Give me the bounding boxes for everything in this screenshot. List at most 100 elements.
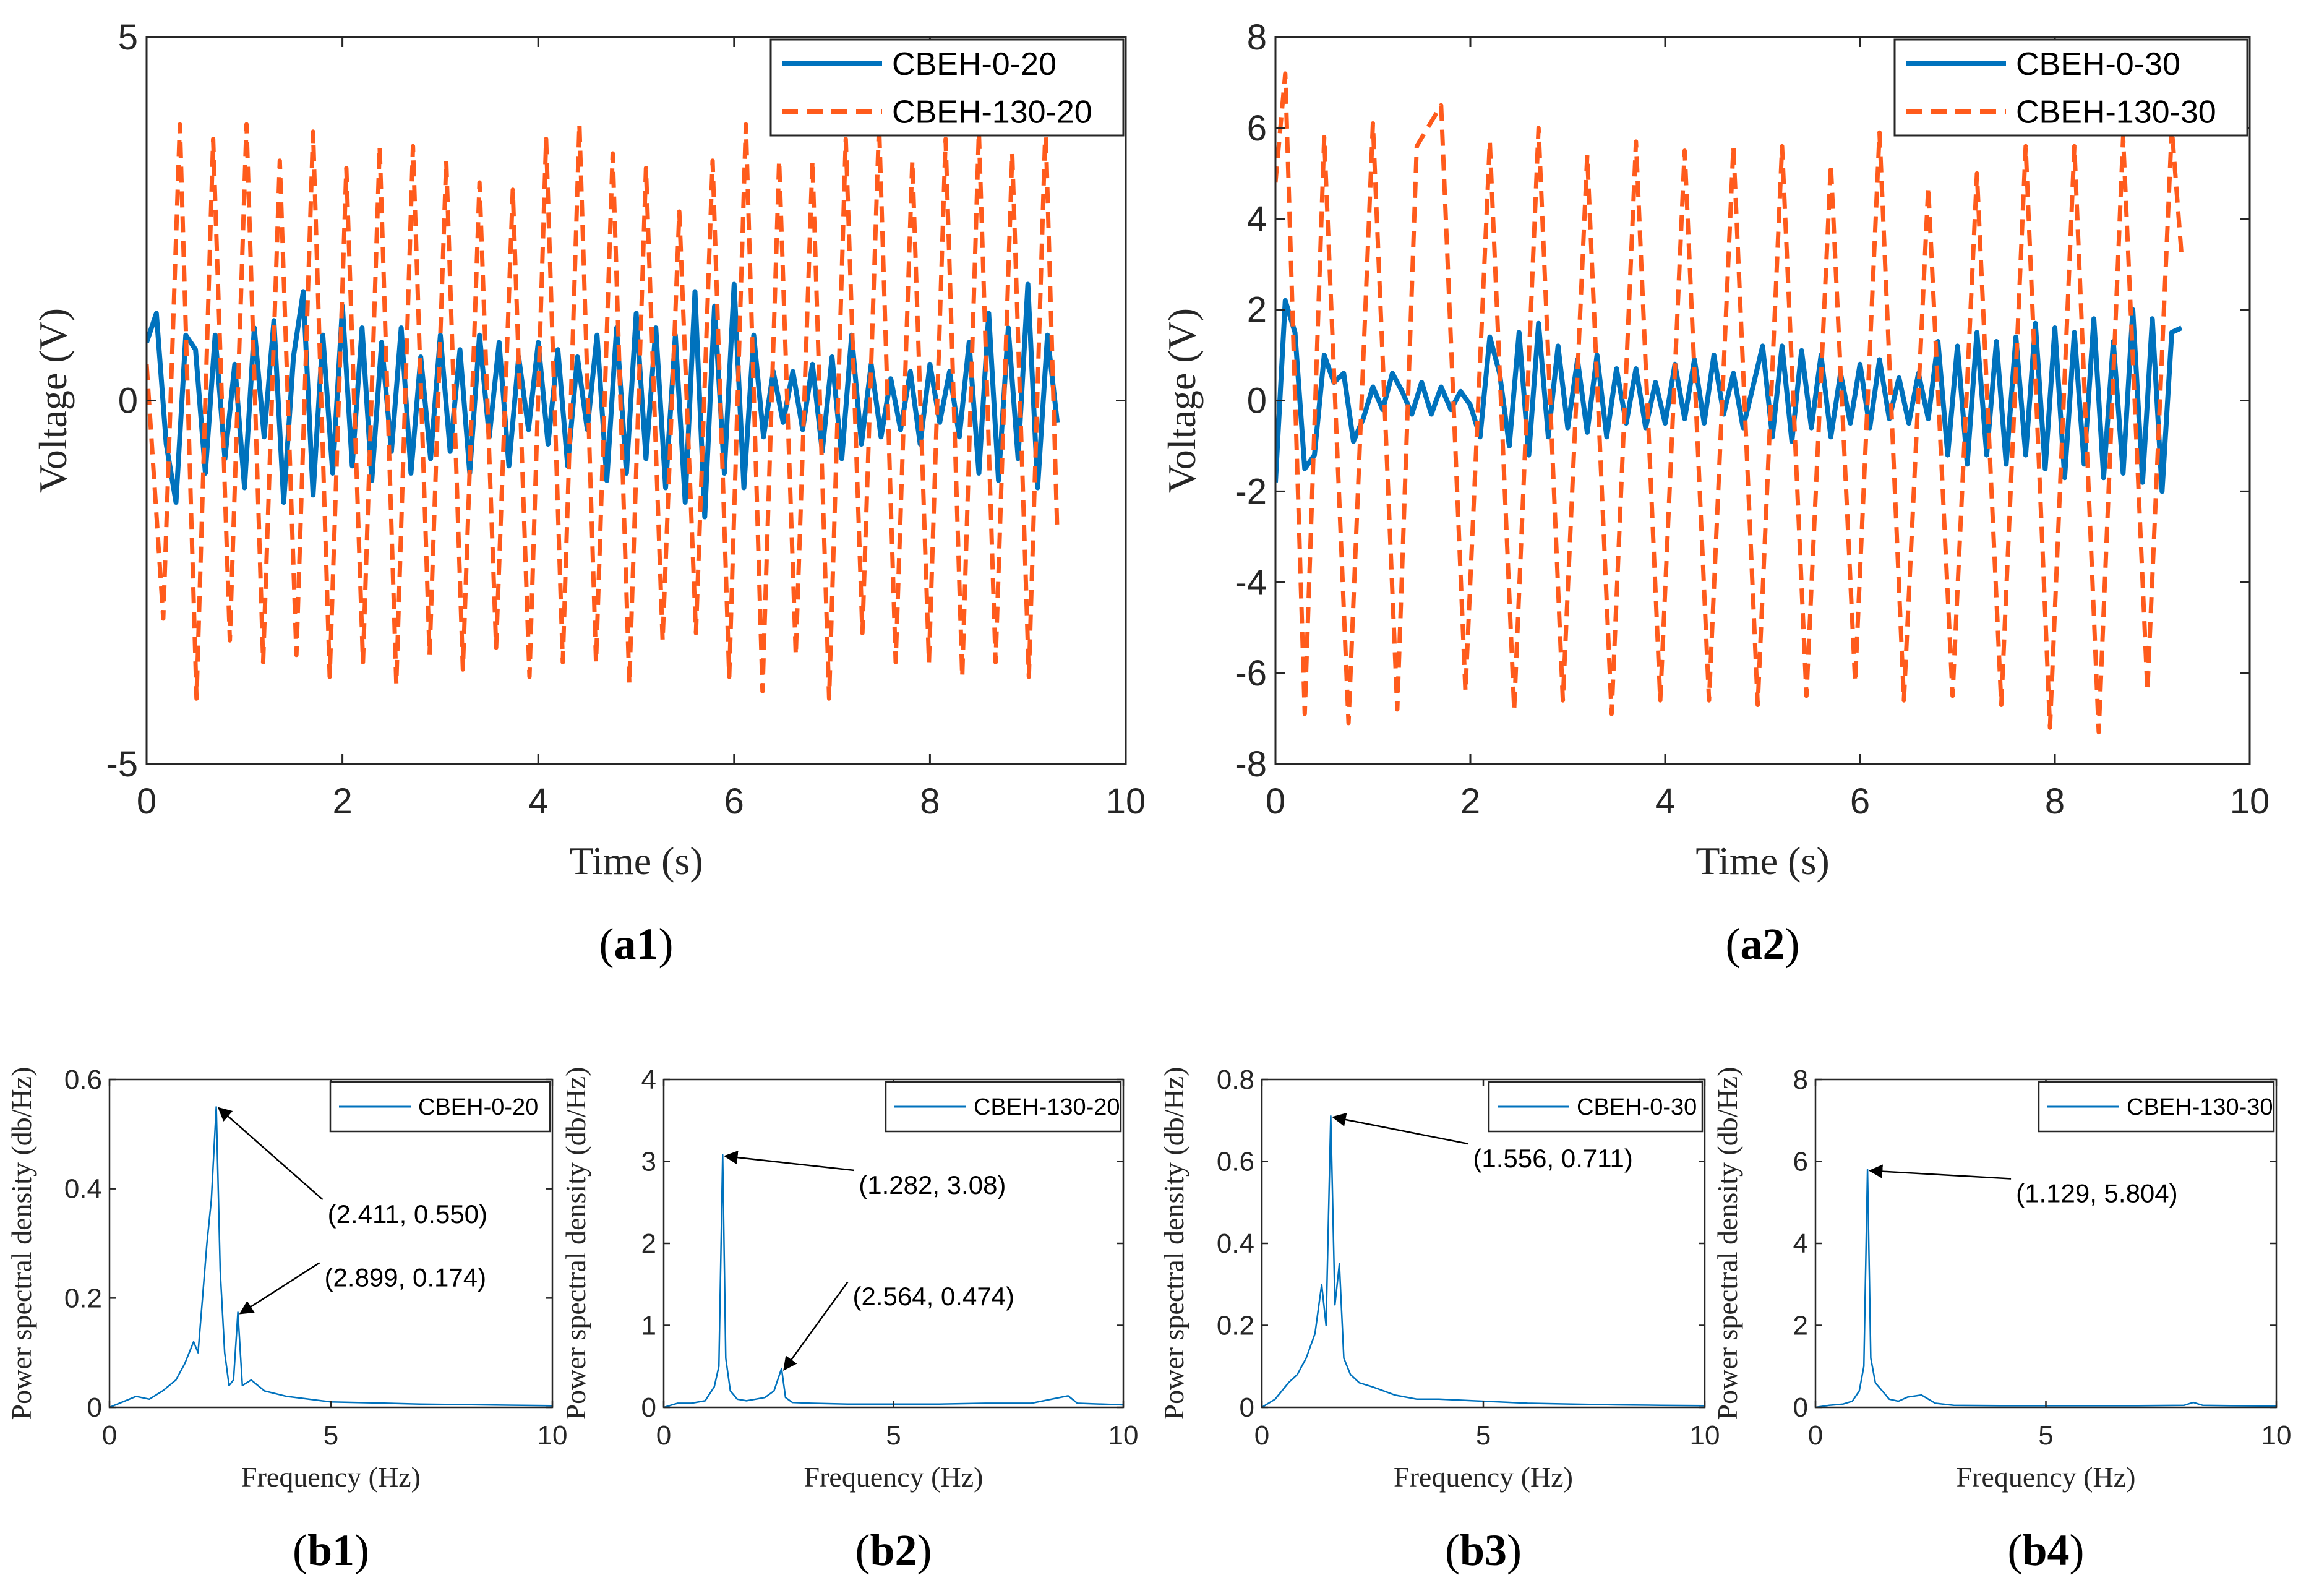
panel-label-open: ( (855, 1525, 870, 1575)
y-tick-label: -5 (106, 744, 138, 784)
x-tick-label: 4 (528, 781, 548, 822)
y-tick-label: 0.2 (1217, 1311, 1254, 1341)
x-tick-label: 10 (1106, 781, 1146, 822)
legend-entry: CBEH-130-20 (974, 1094, 1120, 1120)
x-tick-label: 0 (1808, 1420, 1823, 1451)
legend: CBEH-0-30 (1488, 1081, 1704, 1133)
legend: CBEH-130-20 (885, 1081, 1122, 1133)
annotation-arrow (239, 1262, 320, 1315)
legend-entry: CBEH-0-20 (418, 1094, 538, 1120)
panel-label-id: a1 (614, 919, 659, 969)
x-tick-label: 6 (724, 781, 744, 822)
plot-area (109, 1079, 552, 1407)
annotation-label: (1.129, 5.804) (2016, 1178, 2178, 1208)
x-tick-label: 2 (1460, 781, 1480, 822)
x-tick-label: 0 (137, 781, 156, 822)
panel-label: (a2) (1726, 919, 1800, 969)
x-tick-label: 10 (2261, 1420, 2292, 1451)
x-tick-label: 5 (886, 1420, 901, 1451)
series-line-CBEH-130-30 (1275, 71, 2184, 735)
x-axis-title: Frequency (Hz) (804, 1461, 984, 1493)
y-axis-title: Power spectral density (db/Hz) (1712, 1066, 1743, 1420)
y-tick-label: 4 (641, 1065, 656, 1095)
y-tick-label: 8 (1793, 1065, 1808, 1095)
y-tick-label: 0 (641, 1392, 656, 1423)
x-tick-label: 8 (920, 781, 940, 822)
y-tick-label: 0.4 (1217, 1229, 1254, 1259)
x-axis-title: Time (s) (569, 839, 703, 883)
x-axis-title: Time (s) (1695, 839, 1829, 883)
legend-entry: CBEH-0-20 (892, 46, 1057, 82)
annotation-label: (2.564, 0.474) (853, 1282, 1015, 1311)
annotation-arrow (1868, 1164, 2012, 1180)
series-line-CBEH-0-30 (1262, 1115, 1705, 1407)
legend-entry: CBEH-130-20 (892, 94, 1092, 130)
legend-entry: CBEH-130-30 (2127, 1094, 2273, 1120)
x-tick-label: 5 (1476, 1420, 1491, 1451)
y-tick-label: 5 (118, 17, 138, 58)
y-tick-label: 0 (1247, 381, 1267, 421)
y-tick-label: 3 (641, 1147, 656, 1177)
y-tick-label: 0.6 (64, 1065, 102, 1095)
panel-label-id: b3 (1460, 1525, 1507, 1575)
y-tick-label: 0 (87, 1392, 102, 1423)
x-tick-label: 10 (2230, 781, 2270, 822)
panel-label-close: ) (354, 1525, 369, 1575)
legend-entry: CBEH-0-30 (2016, 46, 2180, 82)
panel-label-id: b4 (2022, 1525, 2069, 1575)
y-tick-label: 0 (118, 381, 138, 421)
y-axis-title: Power spectral density (db/Hz) (6, 1066, 37, 1420)
series-line-CBEH-0-30 (1275, 298, 2183, 494)
panel-label-open: ( (2007, 1525, 2022, 1575)
x-tick-label: 0 (102, 1420, 117, 1451)
y-tick-label: -8 (1235, 744, 1267, 784)
chart-b1: 0 5 10 0 0.2 0.4 0.6 Frequency (Hz) Power spectr… (6, 1065, 567, 1575)
x-tick-label: 2 (332, 781, 352, 822)
y-tick-label: -6 (1235, 653, 1267, 693)
annotation-arrow (217, 1107, 324, 1201)
y-tick-label: 0.8 (1217, 1065, 1254, 1095)
panel-label-close: ) (1507, 1525, 1522, 1575)
panel-label: (b1) (293, 1525, 369, 1575)
x-tick-label: 10 (1690, 1420, 1720, 1451)
legend-entry: CBEH-0-30 (1577, 1094, 1697, 1120)
plot-area (664, 1079, 1123, 1407)
plot-area (1815, 1079, 2276, 1407)
y-tick-label: 4 (1247, 199, 1267, 239)
panel-label: (b4) (2007, 1525, 2084, 1575)
chart-b3: 0 5 10 0 0.2 0.4 0.6 0.8 Frequency (Hz) Power spe… (1158, 1065, 1720, 1575)
series-line-CBEH-130-20 (147, 122, 1060, 701)
panel-label: (a1) (599, 919, 674, 969)
x-tick-label: 0 (1254, 1420, 1269, 1451)
y-tick-label: 1 (641, 1311, 656, 1341)
series-line-CBEH-130-20 (664, 1154, 1123, 1407)
y-tick-label: 6 (1793, 1147, 1808, 1177)
panel-label-close: ) (2070, 1525, 2085, 1575)
x-tick-label: 0 (1266, 781, 1285, 822)
series-line-CBEH-130-30 (1815, 1169, 2276, 1407)
chart-a2: 0 2 4 6 8 10 -8 -6 -4 -2 0 2 4 6 8 Time (s) Voltage (V) C… (1160, 17, 2270, 969)
legend: CBEH-0-20 (329, 1081, 551, 1133)
annotation-label: (1.282, 3.08) (859, 1170, 1006, 1199)
annotation-label: (2.411, 0.550) (328, 1199, 487, 1229)
x-tick-label: 8 (2045, 781, 2065, 822)
annotation-arrow (724, 1150, 854, 1172)
x-axis-title: Frequency (Hz) (1394, 1461, 1573, 1493)
x-axis-title: Frequency (Hz) (241, 1461, 421, 1493)
y-axis-title: Voltage (V) (1160, 308, 1204, 493)
y-tick-label: 0.6 (1217, 1147, 1254, 1177)
legend: CBEH-0-30 CBEH-130-30 (1893, 38, 2248, 137)
y-tick-label: 0 (1240, 1392, 1254, 1423)
x-tick-label: 10 (1108, 1420, 1139, 1451)
y-axis-title: Voltage (V) (31, 308, 75, 493)
panel-label-open: ( (293, 1525, 307, 1575)
y-tick-label: 2 (1793, 1311, 1808, 1341)
legend: CBEH-0-20 CBEH-130-20 (769, 38, 1125, 137)
chart-b4: 0 5 10 0 2 4 6 8 Frequency (Hz) Power spectral de… (1712, 1065, 2291, 1575)
annotation-label: (1.556, 0.711) (1473, 1144, 1632, 1173)
x-tick-label: 0 (656, 1420, 671, 1451)
x-tick-label: 5 (2038, 1420, 2053, 1451)
